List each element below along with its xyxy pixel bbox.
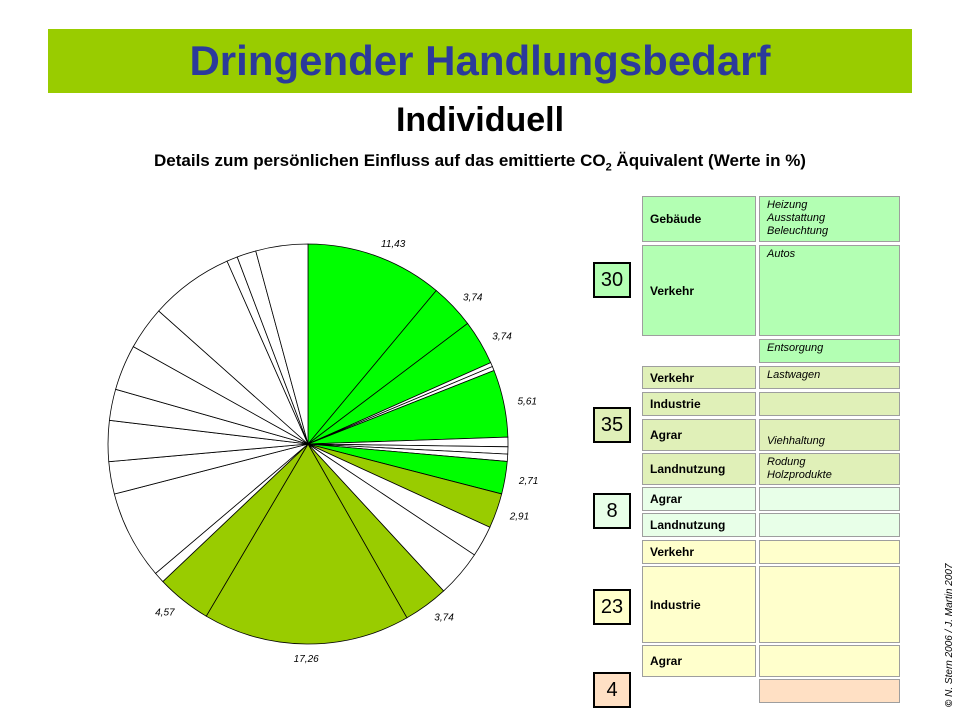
table-row-label: Agrar <box>642 419 756 451</box>
group-share-box: 23 <box>593 589 631 625</box>
caption-text: Details zum persönlichen Einfluss auf da… <box>154 151 606 170</box>
table-row-detail <box>759 679 900 703</box>
table-row-detail: Autos <box>759 245 900 336</box>
pie-slice-label: 5,61 <box>518 396 537 407</box>
pie-slice <box>307 243 437 446</box>
table-row-detail: Heizung Ausstattung Beleuchtung <box>759 196 900 242</box>
table-row-label: Landnutzung <box>642 513 756 537</box>
table-row-label: Gebäude <box>642 196 756 242</box>
table-row-detail <box>759 513 900 537</box>
table-row-detail <box>759 540 900 564</box>
table-row-label: Industrie <box>642 566 756 643</box>
credit-text: N. Stern 2006 / J. Martin 2007 <box>944 563 955 700</box>
page-subtitle: Individuell <box>395 101 565 139</box>
pie-slice-label: 2,91 <box>509 512 529 523</box>
pie-slice-label: 3,74 <box>463 293 483 304</box>
table-row-label: Agrar <box>642 645 756 677</box>
table-row-label: Agrar <box>642 487 756 511</box>
pie-slice-label: 3,74 <box>434 613 454 624</box>
pie-slice-label: 3,74 <box>492 331 512 342</box>
title-banner: Dringender Handlungsbedarf <box>48 29 912 93</box>
table-row-detail: Lastwagen <box>759 366 900 389</box>
table-row-detail <box>759 645 900 677</box>
pie-slice-label: 11,43 <box>381 239 406 250</box>
pie-slice <box>255 243 309 445</box>
table-row-label: Landnutzung <box>642 453 756 485</box>
group-share-box: 30 <box>593 262 631 298</box>
pie-chart: 11,43 3,74 3,74 5,61 2,71 2,91 3,74 17,26 4,57 <box>107 239 538 665</box>
group-share-box: 4 <box>593 672 631 708</box>
table-row-detail <box>759 392 900 416</box>
pie-slice-label: 17,26 <box>294 654 319 665</box>
table-row-detail: Rodung Holzprodukte <box>759 453 900 485</box>
table-row-detail <box>759 487 900 511</box>
pie-slice <box>205 443 408 645</box>
page-title: Dringender Handlungsbedarf <box>189 37 771 84</box>
chart-caption: Details zum persönlichen Einfluss auf da… <box>0 150 960 178</box>
table-row-label: Verkehr <box>642 540 756 564</box>
table-row-detail <box>759 566 900 643</box>
table-row-label: Industrie <box>642 392 756 416</box>
pie-slice-label: 4,57 <box>155 607 175 618</box>
copyright-icon: © <box>944 699 955 707</box>
group-share-box: 35 <box>593 407 631 443</box>
table-row-detail: Viehhaltung <box>759 419 900 451</box>
pie-slice-label: 2,71 <box>518 476 538 487</box>
table-row-label: Verkehr <box>642 245 756 336</box>
table-row-label: Verkehr <box>642 366 756 389</box>
table-row-detail: Entsorgung <box>759 339 900 363</box>
caption-text-end: Äquivalent (Werte in %) <box>611 151 806 170</box>
copyright-credit: © N. Stern 2006 / J. Martin 2007 <box>944 563 955 707</box>
caption-subscript: 2 <box>605 161 612 174</box>
group-share-box: 8 <box>593 493 631 529</box>
